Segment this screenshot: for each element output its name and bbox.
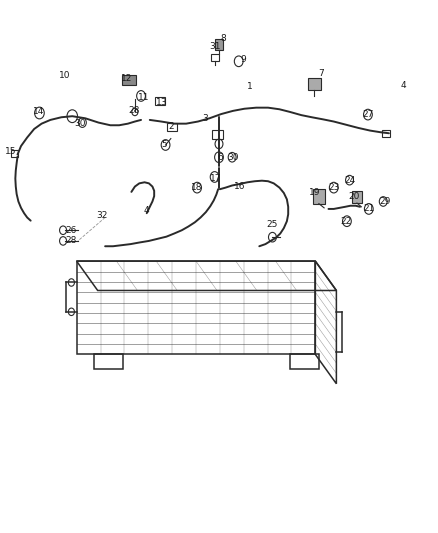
Text: 32: 32 (96, 212, 107, 220)
Text: 12: 12 (120, 75, 132, 83)
Text: 15: 15 (5, 148, 17, 156)
Bar (94, 354, 123, 369)
Bar (313, 189, 325, 204)
Bar (155, 97, 165, 105)
Text: 22: 22 (340, 217, 352, 225)
Text: 19: 19 (309, 189, 320, 197)
Bar (11, 150, 18, 157)
Text: 31: 31 (210, 43, 221, 51)
Text: 5: 5 (161, 141, 167, 149)
Text: 10: 10 (59, 71, 71, 80)
Bar (167, 123, 177, 131)
Text: 6: 6 (217, 153, 223, 161)
Bar (122, 75, 136, 85)
Text: 18: 18 (191, 183, 203, 192)
Bar (308, 78, 321, 90)
Bar (215, 39, 223, 50)
Text: 17: 17 (210, 174, 221, 183)
Text: 27: 27 (362, 110, 374, 119)
Text: 23: 23 (328, 183, 339, 192)
Bar (290, 354, 319, 369)
Text: 28: 28 (65, 237, 77, 245)
Text: 2: 2 (168, 123, 173, 131)
Text: 8: 8 (220, 34, 226, 43)
Text: 28: 28 (128, 107, 139, 115)
Text: 25: 25 (266, 221, 277, 229)
Text: 21: 21 (363, 205, 374, 213)
Text: 11: 11 (138, 93, 149, 101)
Bar (211, 54, 219, 61)
Text: 26: 26 (65, 226, 77, 235)
Text: 16: 16 (234, 182, 246, 191)
Text: 4: 4 (144, 206, 149, 215)
Text: 30: 30 (74, 119, 85, 128)
Text: 14: 14 (33, 108, 44, 116)
Text: 7: 7 (318, 69, 324, 78)
Text: 30: 30 (227, 153, 239, 161)
Bar (352, 191, 362, 203)
Text: 4: 4 (400, 81, 406, 90)
Text: 3: 3 (202, 114, 208, 123)
Bar (382, 130, 390, 136)
Text: 24: 24 (345, 176, 356, 184)
Text: 9: 9 (240, 55, 246, 64)
Text: 29: 29 (379, 197, 390, 206)
Bar (212, 130, 223, 139)
Text: 1: 1 (247, 82, 253, 91)
Text: 13: 13 (156, 98, 168, 107)
Text: 20: 20 (348, 192, 360, 200)
